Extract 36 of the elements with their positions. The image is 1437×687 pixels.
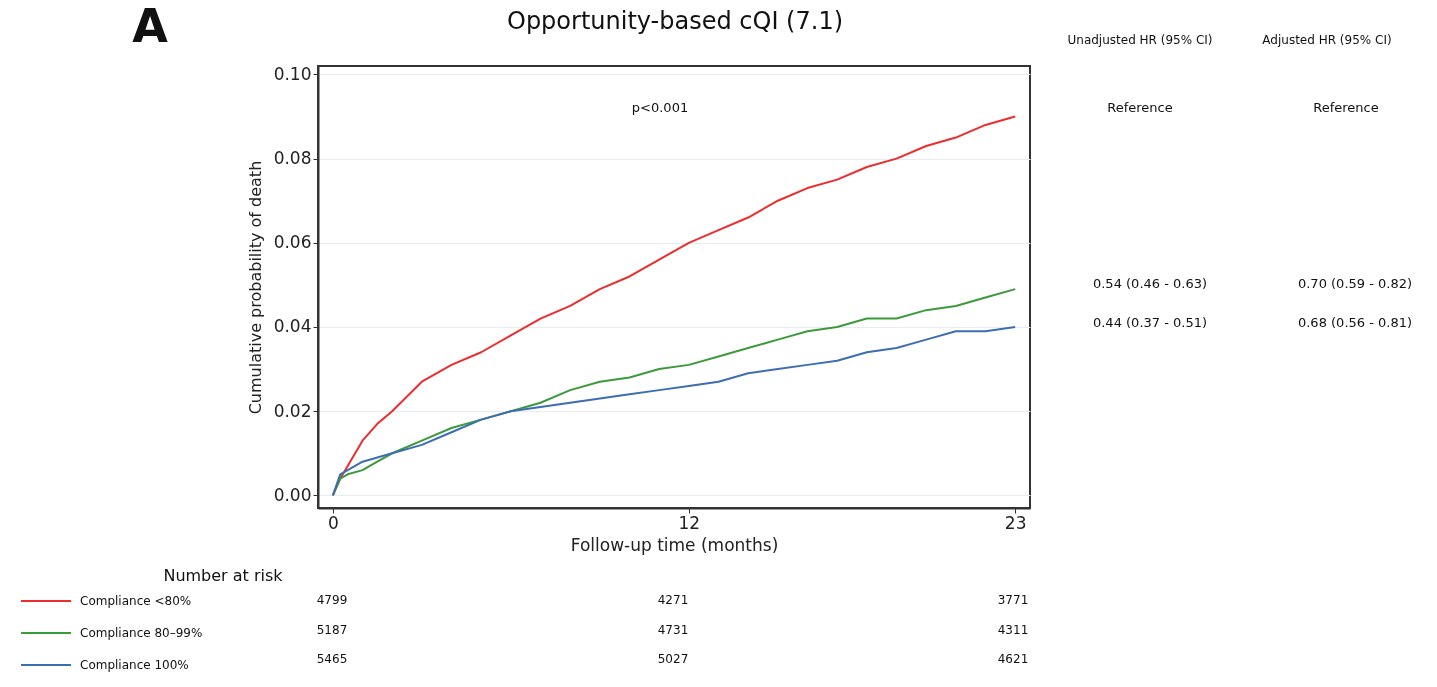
- annotation: p<0.001: [631, 100, 689, 115]
- text: 3771: [997, 593, 1029, 607]
- text: 0.70 (0.59 - 0.82): [1297, 276, 1413, 291]
- legend-label: Compliance <80%: [80, 594, 192, 608]
- y-tick-label: 0.04: [273, 316, 312, 337]
- text: 0.54 (0.46 - 0.63): [1092, 276, 1208, 291]
- text: Reference: [1107, 100, 1173, 115]
- y-tick-label: 0.02: [273, 400, 312, 421]
- y-tick-label: 0.00: [273, 484, 312, 505]
- y-axis-title: Cumulative probability of death: [245, 160, 265, 415]
- legend-label: Compliance 80–99%: [80, 626, 203, 640]
- text: 5187: [316, 622, 348, 637]
- y-tick-label: 0.08: [273, 148, 312, 169]
- text: Reference: [1313, 100, 1379, 115]
- text: A: [132, 0, 169, 53]
- text: 0.68 (0.56 - 0.81): [1297, 315, 1413, 330]
- chart-title: Opportunity-based cQI (7.1): [506, 7, 844, 35]
- text: 4621: [997, 652, 1029, 666]
- line-series: [331, 325, 1017, 497]
- text: 4311: [997, 622, 1029, 637]
- text: 0.44 (0.37 - 0.51): [1092, 315, 1208, 330]
- text: Unadjusted HR (95% CI): [1067, 33, 1213, 47]
- x-tick-label: 23: [1004, 512, 1027, 533]
- x-tick-label: 0: [327, 512, 339, 533]
- x-axis-title: Follow-up time (months): [570, 534, 779, 555]
- text: Adjusted HR (95% CI): [1262, 33, 1392, 47]
- y-tick-label: 0.06: [273, 232, 312, 253]
- text: 5027: [657, 652, 689, 666]
- legend-label: Compliance 100%: [80, 658, 189, 672]
- text: 4799: [316, 593, 348, 607]
- text: 4271: [657, 593, 689, 607]
- text: 5465: [316, 652, 348, 666]
- x-tick-label: 12: [678, 512, 701, 533]
- text: Number at risk: [163, 566, 284, 585]
- text: 4731: [657, 622, 689, 637]
- y-tick-label: 0.10: [273, 63, 312, 84]
